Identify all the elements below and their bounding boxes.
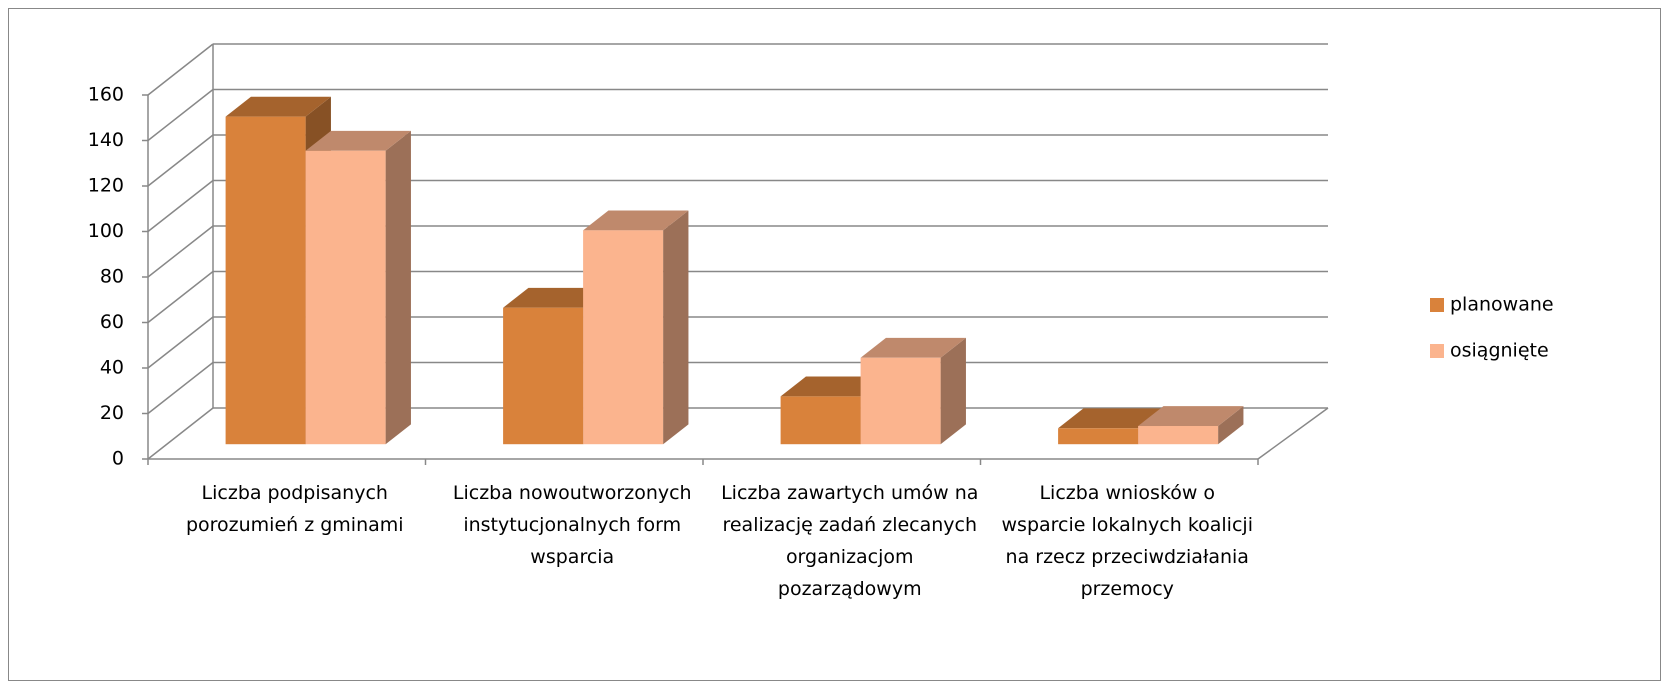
x-tick-label: Liczba podpisanych porozumień z gminami (185, 482, 404, 536)
x-tick-label: Liczba zawartych umów na realizację zada… (721, 482, 979, 600)
grid-line (147, 43, 214, 96)
bar (583, 230, 664, 445)
bar-top (1138, 406, 1244, 427)
legend-label: osiągnięte (1450, 340, 1549, 362)
bar-top (225, 96, 331, 117)
bar-top (305, 130, 411, 151)
y-tick-label: 160 (88, 84, 124, 106)
legend-swatch (1430, 298, 1444, 312)
bar-side (385, 130, 411, 445)
y-tick-label: 120 (88, 175, 124, 197)
y-tick-label: 100 (88, 220, 124, 242)
legend-swatch (1430, 344, 1444, 358)
x-tick-label: Liczba wniosków o wsparcie lokalnych koa… (1001, 482, 1253, 600)
bar (503, 307, 584, 445)
y-tick-label: 20 (100, 402, 124, 424)
grid-line (147, 270, 214, 324)
bar (225, 116, 306, 445)
chart-border (8, 8, 1661, 681)
bar-side (663, 210, 689, 445)
x-tick-label: Liczba nowoutworzonych instytucjonalnych… (452, 482, 692, 568)
grid-line (147, 316, 214, 369)
bar-top (860, 337, 966, 358)
legend-label: planowane (1450, 294, 1554, 316)
grid-line (147, 225, 214, 278)
y-tick-label: 60 (100, 311, 124, 333)
bar (305, 150, 386, 445)
grid-line (147, 361, 214, 415)
y-tick-label: 40 (100, 357, 124, 379)
bar (1058, 428, 1139, 445)
bar-top (503, 287, 609, 308)
grid-line (147, 179, 214, 233)
y-tick-label: 80 (100, 266, 124, 288)
bar (860, 357, 941, 445)
grid-line (147, 88, 214, 142)
grid-line (147, 407, 214, 460)
bar-side (940, 337, 966, 445)
grid-line (147, 134, 214, 187)
bar-top (583, 210, 689, 231)
bar-side (1218, 406, 1244, 445)
y-tick-label: 0 (112, 448, 124, 470)
bar (1138, 426, 1219, 445)
bar-top (1058, 408, 1164, 429)
bar-top (780, 376, 886, 397)
floor-edge (1257, 407, 1329, 460)
bar (780, 396, 861, 445)
y-tick-label: 140 (88, 129, 124, 151)
